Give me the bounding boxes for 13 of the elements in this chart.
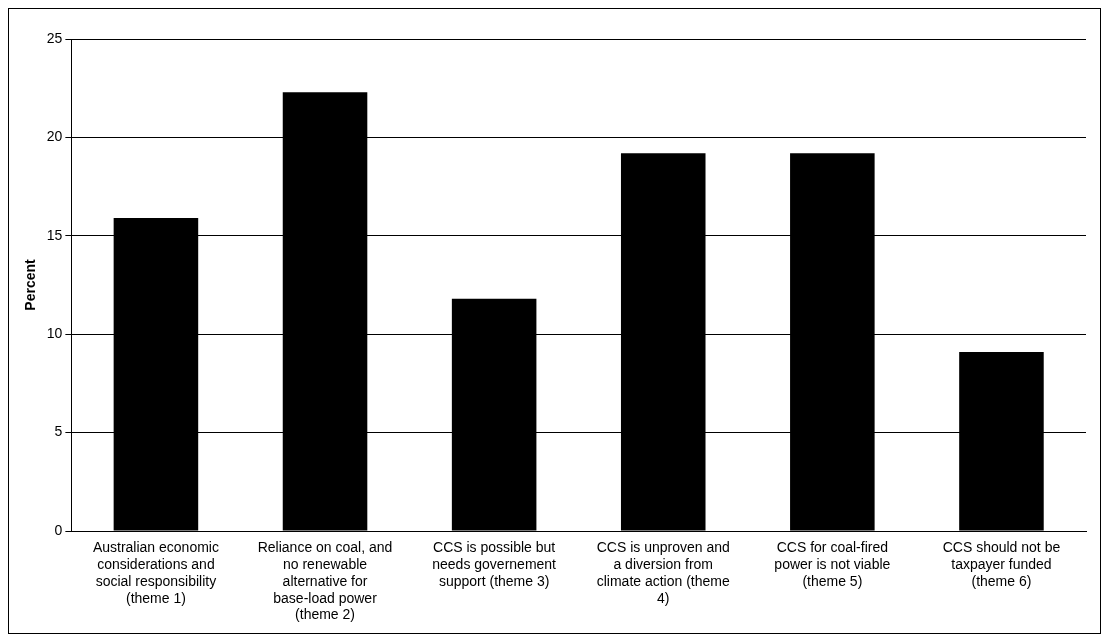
y-tick-label: 15 — [46, 226, 63, 243]
y-tick-label: 10 — [46, 325, 63, 342]
y-tick-label: 20 — [46, 128, 63, 145]
x-tick-label: CCS for coal-fired power is not viable (theme 5) — [774, 539, 891, 589]
x-tick-label: Reliance on coal, and no renewable alternative for base-load power (theme 2) — [257, 539, 393, 623]
x-tick-label: Australian economic considerations and social responsibility (theme 1) — [92, 539, 219, 606]
y-tick-label: 5 — [54, 423, 63, 440]
x-tick-label: CCS is possible but needs governement support (theme 3) — [432, 539, 557, 589]
x-tick-label: CCS is unproven and a diversion from climate action (theme 4) — [596, 539, 730, 606]
y-axis-title: Percent — [22, 258, 39, 311]
y-tick-label: 25 — [46, 29, 63, 46]
x-tick-label: CCS should not be taxpayer funded (theme 6) — [942, 539, 1061, 589]
y-tick-label: 0 — [54, 521, 63, 538]
